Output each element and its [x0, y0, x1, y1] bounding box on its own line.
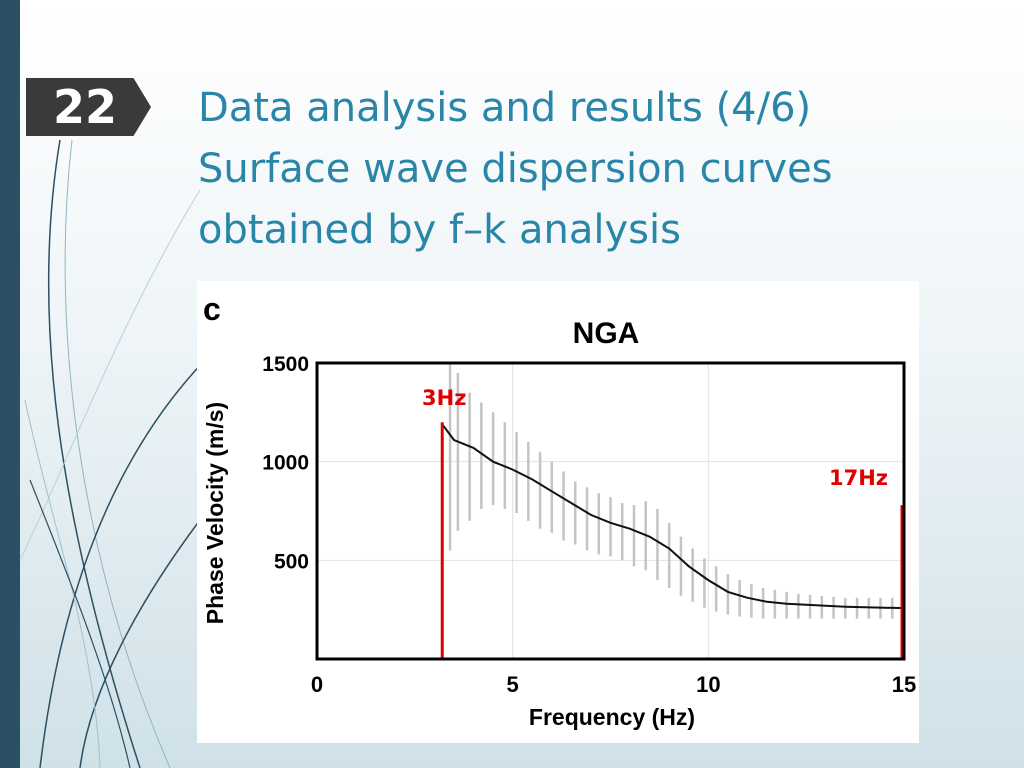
- decorative-curves: [19, 139, 206, 768]
- decor-curve: [64, 139, 171, 768]
- x-tick-label: 5: [507, 672, 519, 697]
- chart-figure: c NGA Phase Velocity (m/s) Frequency (Hz…: [197, 281, 919, 743]
- slide-number: 22: [52, 80, 117, 134]
- x-tick-label: 10: [696, 672, 720, 697]
- dispersion-chart: c NGA Phase Velocity (m/s) Frequency (Hz…: [202, 291, 916, 730]
- frequency-marker-label: 17Hz: [829, 466, 888, 490]
- decor-curve: [47, 139, 141, 768]
- frequency-marker-label: 3Hz: [422, 386, 466, 410]
- dispersion-curve: [441, 423, 905, 610]
- slide-title: Data analysis and results (4/6) Surface …: [198, 78, 998, 261]
- left-accent-bar: [0, 0, 20, 768]
- slide-number-badge: [26, 78, 151, 136]
- title-line-3: obtained by f–k analysis: [198, 207, 681, 253]
- y-tick-label: 1500: [262, 353, 309, 376]
- x-tick-label: 15: [892, 672, 916, 697]
- decor-curve: [79, 519, 201, 768]
- chart-title: NGA: [573, 317, 640, 350]
- panel-label: c: [203, 291, 221, 327]
- decor-curve: [39, 359, 206, 768]
- x-tick-label: 0: [311, 672, 323, 697]
- y-axis-label: Phase Velocity (m/s): [202, 402, 228, 624]
- x-axis-label: Frequency (Hz): [529, 704, 695, 730]
- decor-curve: [29, 479, 131, 768]
- plot-frame: [315, 361, 906, 661]
- title-line-1: Data analysis and results (4/6): [198, 85, 812, 131]
- y-tick-label: 500: [274, 550, 309, 573]
- title-line-2: Surface wave dispersion curves: [198, 146, 833, 192]
- decor-curve: [19, 189, 201, 561]
- y-tick-label: 1000: [262, 452, 309, 475]
